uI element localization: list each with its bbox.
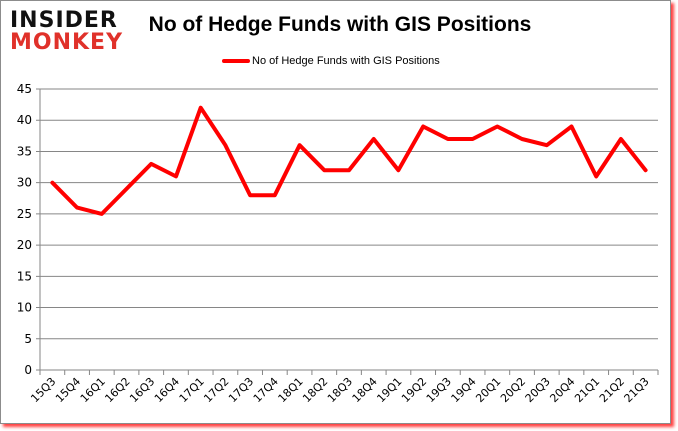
y-tick-label: 5 xyxy=(24,332,32,346)
x-tick-label: 18Q4 xyxy=(350,375,380,405)
y-tick-label: 30 xyxy=(17,176,32,190)
x-tick-label: 16Q4 xyxy=(152,375,182,405)
x-tick-label: 17Q4 xyxy=(251,375,281,405)
x-tick-label: 20Q3 xyxy=(523,375,553,405)
x-tick-label: 18Q1 xyxy=(276,375,306,405)
x-tick-label: 16Q1 xyxy=(78,375,108,405)
x-tick-label: 15Q3 xyxy=(28,375,58,405)
x-tick-label: 20Q4 xyxy=(547,375,577,405)
x-tick-label: 20Q1 xyxy=(473,375,503,405)
y-tick-label: 35 xyxy=(17,144,32,158)
legend-line-swatch-icon xyxy=(222,59,250,63)
x-tick-label: 15Q4 xyxy=(53,375,83,405)
logo-line-1: INSIDER xyxy=(10,8,118,33)
y-tick-label: 40 xyxy=(17,113,32,127)
x-tick-label: 19Q3 xyxy=(424,375,454,405)
gridlines xyxy=(36,88,658,371)
x-tick-label: 19Q4 xyxy=(449,375,479,405)
y-tick-label: 20 xyxy=(17,238,32,252)
y-tick-label: 15 xyxy=(17,269,32,283)
chart-frame xyxy=(0,0,671,424)
logo-line-2: MONKEY xyxy=(10,30,124,55)
y-tick-label: 45 xyxy=(17,82,32,96)
x-tick-label: 20Q2 xyxy=(498,375,528,405)
x-tick-label: 16Q2 xyxy=(102,375,132,405)
x-tick-label: 17Q3 xyxy=(226,375,256,405)
x-tick-label: 17Q1 xyxy=(177,375,207,405)
y-tick-label: 0 xyxy=(24,363,32,377)
chart-title: No of Hedge Funds with GIS Positions xyxy=(148,13,532,36)
chart-legend: No of Hedge Funds with GIS Positions xyxy=(222,55,440,67)
x-tick-label: 21Q3 xyxy=(622,375,652,405)
y-tick-label: 25 xyxy=(17,207,32,221)
x-tick-label: 19Q1 xyxy=(374,375,404,405)
y-tick-label: 10 xyxy=(17,301,32,315)
x-axis-ticks: 15Q315Q416Q116Q216Q316Q417Q117Q217Q317Q4… xyxy=(28,370,659,405)
x-tick-label: 17Q2 xyxy=(201,375,231,405)
series-line xyxy=(50,105,648,216)
x-tick-label: 16Q3 xyxy=(127,375,157,405)
x-tick-label: 18Q3 xyxy=(325,375,355,405)
x-tick-label: 19Q2 xyxy=(399,375,429,405)
insider-monkey-logo: INSIDER MONKEY xyxy=(10,8,130,56)
legend-label: No of Hedge Funds with GIS Positions xyxy=(252,55,440,67)
y-axis-ticks: 0 5 10 15 20 25 30 35 40 45 xyxy=(17,82,32,377)
x-tick-label: 21Q1 xyxy=(572,375,602,405)
x-tick-label: 18Q2 xyxy=(300,375,330,405)
x-tick-label: 21Q2 xyxy=(597,375,627,405)
